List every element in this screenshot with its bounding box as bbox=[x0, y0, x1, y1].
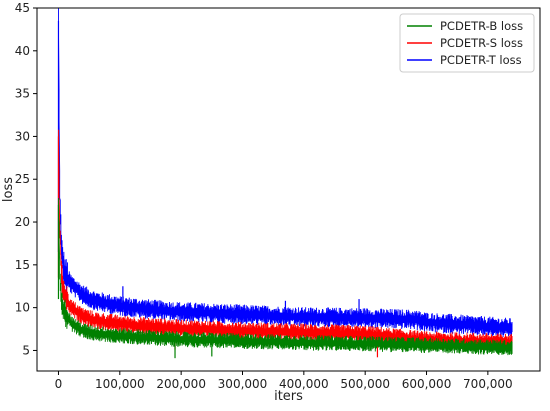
plot-frame bbox=[36, 7, 541, 372]
x-tick-label: 500,000 bbox=[340, 377, 390, 391]
y-tick-label: 5 bbox=[22, 343, 30, 357]
legend-label: PCDETR-T loss bbox=[440, 53, 522, 67]
legend-item: PCDETR-S loss bbox=[407, 36, 523, 50]
x-tick-label: 300,000 bbox=[218, 377, 268, 391]
x-tick-label: 400,000 bbox=[279, 377, 329, 391]
y-axis: 5 10 15 20 25 30 35 40 45 bbox=[15, 1, 37, 357]
y-tick-label: 10 bbox=[15, 301, 30, 315]
y-tick-label: 35 bbox=[15, 87, 30, 101]
legend-box bbox=[399, 13, 535, 73]
x-tick-label: 200,000 bbox=[156, 377, 206, 391]
legend-item: PCDETR-T loss bbox=[407, 53, 522, 67]
x-tick-label: 600,000 bbox=[402, 377, 452, 391]
x-tick-label: 0 bbox=[55, 377, 63, 391]
series-pcdetr-b-loss bbox=[57, 198, 513, 359]
series-layer bbox=[57, 8, 513, 359]
series-line bbox=[58, 8, 513, 338]
x-axis: 0 100,000 200,000 300,000 400,000 500,000 600,… bbox=[55, 371, 513, 391]
legend: PCDETR-B loss PCDETR-S loss PCDETR-T loss bbox=[399, 13, 535, 73]
y-tick-label: 25 bbox=[15, 172, 30, 186]
y-axis-label: loss bbox=[1, 177, 16, 202]
y-tick-label: 20 bbox=[15, 215, 30, 229]
x-axis-label: iters bbox=[274, 389, 303, 404]
series-line bbox=[58, 198, 513, 356]
y-tick-label: 40 bbox=[15, 44, 30, 58]
x-tick-label: 100,000 bbox=[95, 377, 145, 391]
y-tick-label: 30 bbox=[15, 129, 30, 143]
y-tick-label: 45 bbox=[15, 1, 30, 15]
legend-label: PCDETR-S loss bbox=[440, 36, 523, 50]
legend-label: PCDETR-B loss bbox=[440, 19, 523, 33]
x-tick-label: 700,000 bbox=[463, 377, 513, 391]
legend-item: PCDETR-B loss bbox=[407, 19, 523, 33]
y-tick-label: 15 bbox=[15, 258, 30, 272]
